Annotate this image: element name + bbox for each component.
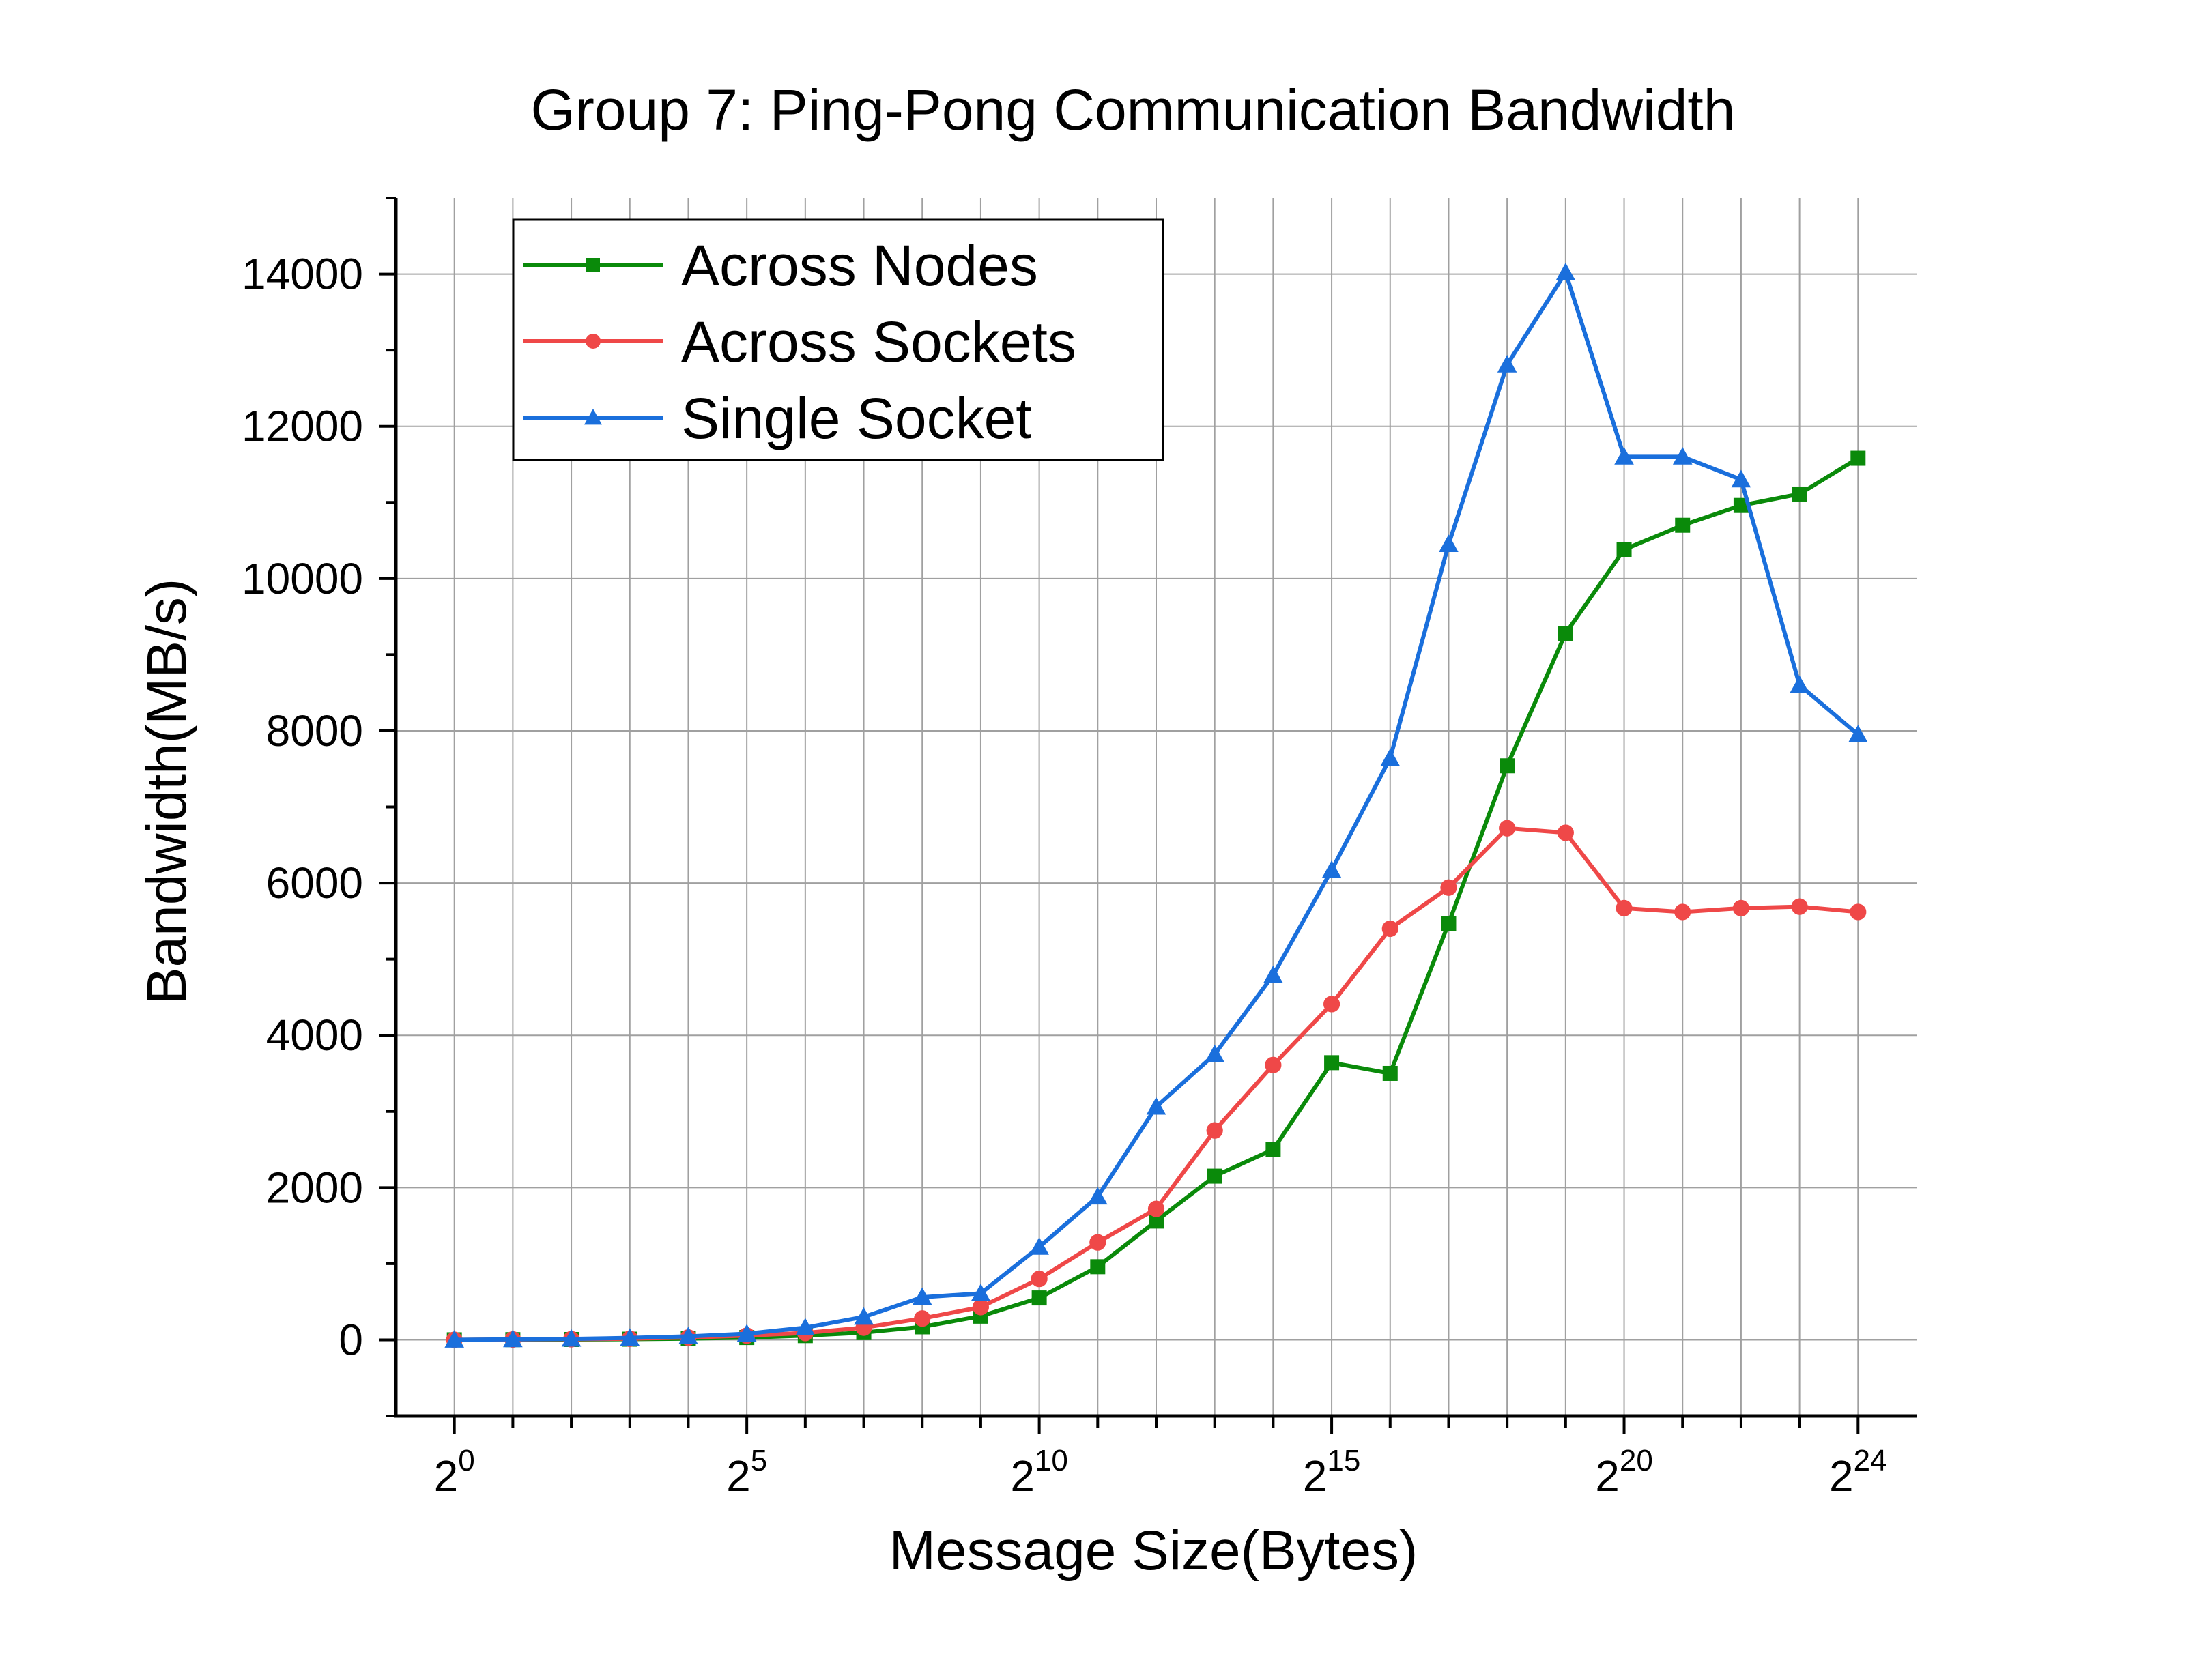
y-tick-label: 6000	[266, 858, 363, 908]
y-axis-ticks: 0 2000 4000 6000 8000 10000 12000 14000	[242, 197, 396, 1417]
series-2	[444, 263, 1868, 1348]
data-point	[1791, 898, 1808, 915]
x-axis-ticks: 20 25 210 215 220 224	[434, 1416, 1887, 1501]
data-point	[971, 1284, 991, 1301]
data-point	[1497, 355, 1517, 373]
data-point	[1500, 758, 1515, 774]
data-point	[1206, 1122, 1223, 1139]
legend-label: Across Nodes	[681, 233, 1038, 298]
data-point	[1031, 1271, 1048, 1288]
data-point	[1088, 1187, 1108, 1205]
data-point	[1147, 1200, 1165, 1217]
chart-title: Group 7: Ping-Pong Communication Bandwid…	[531, 78, 1736, 142]
data-point	[912, 1287, 932, 1305]
y-tick-label: 2000	[266, 1163, 363, 1212]
data-point	[972, 1299, 990, 1316]
x-tick-label: 224	[1829, 1444, 1887, 1501]
data-point	[1440, 879, 1457, 896]
x-tick-label: 215	[1303, 1444, 1361, 1501]
data-point	[854, 1307, 874, 1325]
data-point	[1029, 1237, 1049, 1255]
data-point	[1146, 1097, 1166, 1115]
y-tick-label: 12000	[242, 402, 363, 451]
legend: Across Nodes Across Sockets Single Socket	[512, 218, 1164, 461]
data-point	[1616, 899, 1633, 916]
data-point	[1382, 1065, 1398, 1081]
data-point	[1031, 1290, 1047, 1306]
data-point	[1732, 899, 1750, 916]
data-point	[1321, 860, 1342, 878]
data-point	[1614, 447, 1634, 465]
data-point	[1790, 675, 1809, 693]
data-point	[1674, 903, 1691, 921]
x-tick-label: 210	[1010, 1444, 1068, 1501]
data-point	[1557, 824, 1574, 841]
legend-swatch-marker	[586, 334, 601, 349]
data-point	[914, 1310, 931, 1327]
series-layer	[444, 263, 1868, 1348]
data-point	[444, 1330, 464, 1348]
data-point	[1792, 486, 1807, 502]
legend-label: Single Socket	[681, 386, 1032, 450]
data-point	[620, 1328, 640, 1346]
data-point	[1731, 469, 1751, 488]
data-point	[1672, 447, 1693, 465]
x-tick-label: 25	[726, 1444, 767, 1501]
data-point	[1848, 725, 1868, 742]
data-point	[1324, 1055, 1340, 1071]
data-point	[1265, 1056, 1282, 1073]
x-tick-label: 220	[1595, 1444, 1653, 1501]
y-tick-label: 14000	[242, 250, 363, 299]
series-1	[446, 820, 1867, 1348]
data-point	[1090, 1259, 1106, 1275]
data-point	[1149, 1213, 1164, 1229]
legend-swatch-marker	[584, 409, 602, 425]
y-axis-title: Bandwidth(MB/s)	[136, 579, 198, 1004]
y-tick-label: 10000	[242, 554, 363, 603]
data-point	[678, 1327, 698, 1344]
data-point	[1499, 820, 1516, 837]
data-point	[1558, 626, 1573, 641]
data-point	[1205, 1044, 1224, 1062]
x-tick-label: 20	[434, 1444, 475, 1501]
data-point	[1733, 497, 1749, 513]
data-point	[1850, 903, 1867, 921]
data-point	[561, 1329, 582, 1347]
data-point	[503, 1329, 523, 1348]
data-point	[1850, 450, 1866, 466]
data-point	[1089, 1234, 1106, 1251]
data-point	[1263, 965, 1283, 983]
data-point	[795, 1318, 816, 1336]
data-point	[1439, 534, 1459, 553]
data-point	[736, 1324, 757, 1342]
y-tick-label: 0	[339, 1315, 363, 1364]
y-tick-label: 4000	[266, 1011, 363, 1060]
data-point	[1380, 748, 1401, 766]
y-tick-label: 8000	[266, 706, 363, 755]
data-point	[1265, 1142, 1281, 1157]
data-point	[1616, 542, 1632, 557]
x-axis-title: Message Size(Bytes)	[889, 1520, 1418, 1582]
data-point	[1555, 263, 1576, 280]
data-point	[1207, 1168, 1222, 1184]
data-point	[1323, 996, 1340, 1013]
data-point	[1381, 920, 1398, 938]
legend-label: Across Sockets	[681, 310, 1076, 374]
data-point	[1675, 517, 1691, 533]
data-point	[1441, 916, 1457, 931]
legend-swatch-marker	[586, 258, 600, 272]
